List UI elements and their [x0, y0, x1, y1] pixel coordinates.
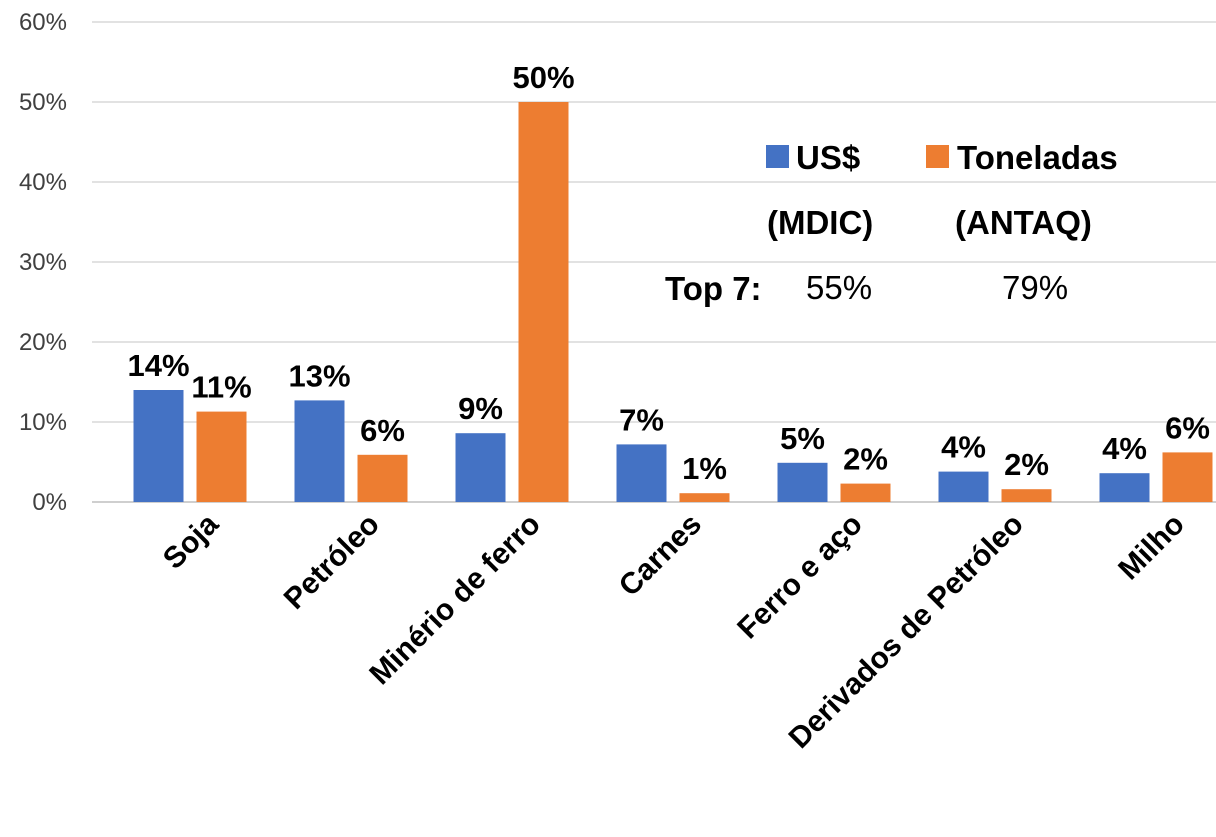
data-label: 9%: [458, 391, 503, 426]
y-tick-label: 10%: [19, 409, 67, 436]
x-category-label: Milho: [1112, 508, 1191, 587]
data-label: 14%: [127, 348, 189, 383]
x-category-label: Carnes: [613, 508, 708, 603]
data-label: 6%: [1165, 410, 1210, 445]
top7-value-usd: 55%: [806, 269, 872, 306]
data-label: 4%: [1102, 431, 1147, 466]
bar-toneladas: [518, 102, 569, 502]
bar-toneladas: [196, 411, 247, 502]
y-tick-label: 60%: [19, 9, 67, 36]
data-label: 50%: [512, 60, 574, 95]
legend: US$ Toneladas (MDIC) (ANTAQ) Top 7: 55% …: [665, 139, 1118, 307]
top7-value-toneladas: 79%: [1002, 269, 1068, 306]
top7-label: Top 7:: [665, 270, 762, 307]
data-labels: 14%11% 13% 6% 9% 50% 7% 1% 5% 2% 4% 2% 4% 6%: [127, 60, 1209, 486]
bar-usd: [133, 390, 184, 502]
legend-source-toneladas: (ANTAQ): [955, 204, 1092, 241]
legend-label-toneladas: Toneladas: [957, 139, 1118, 176]
data-label: 2%: [843, 442, 888, 477]
y-tick-label: 20%: [19, 329, 67, 356]
bar-usd: [938, 471, 989, 502]
bar-usd: [1099, 473, 1150, 502]
data-label: 11%: [191, 370, 251, 405]
data-label: 6%: [360, 413, 405, 448]
data-label: 13%: [288, 358, 350, 393]
y-tick-label: 40%: [19, 169, 67, 196]
x-category-label: Minério de ferro: [363, 508, 547, 692]
data-label: 7%: [619, 402, 664, 437]
bar-toneladas: [679, 493, 730, 502]
legend-source-usd: (MDIC): [767, 204, 873, 241]
x-category-label: Ferro e aço: [731, 508, 869, 646]
bar-usd: [777, 462, 828, 502]
data-label: 5%: [780, 421, 825, 456]
bar-toneladas: [1001, 489, 1052, 502]
bar-toneladas: [1162, 452, 1213, 502]
bar-usd: [294, 400, 345, 502]
x-category-label: Petróleo: [278, 508, 386, 616]
legend-swatch-usd: [766, 145, 789, 168]
data-label: 1%: [682, 451, 727, 486]
y-tick-label: 30%: [19, 249, 67, 276]
bar-usd: [455, 433, 506, 502]
bar-usd: [616, 444, 667, 502]
bars: [133, 102, 1213, 502]
gridlines: [92, 21, 1216, 503]
x-category-label: Soja: [157, 507, 225, 575]
y-axis-tick-labels: 0% 10% 20% 30% 40% 50% 60%: [19, 9, 67, 516]
y-tick-label: 50%: [19, 89, 67, 116]
legend-label-usd: US$: [796, 139, 860, 176]
bar-toneladas: [840, 483, 891, 502]
data-label: 2%: [1004, 447, 1049, 482]
data-label: 4%: [941, 430, 986, 465]
y-tick-label: 0%: [32, 489, 67, 516]
legend-swatch-toneladas: [926, 145, 949, 168]
bar-toneladas: [357, 454, 408, 502]
